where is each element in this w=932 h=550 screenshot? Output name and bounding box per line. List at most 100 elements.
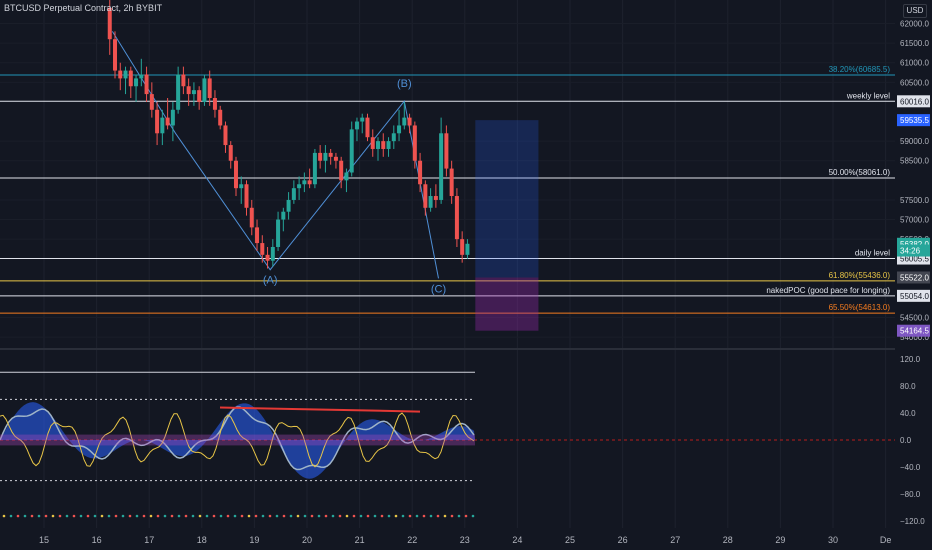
elliott-wave-lines xyxy=(111,31,439,279)
time-tick-label: 26 xyxy=(618,535,628,545)
candle-body xyxy=(312,152,317,185)
time-tick-label: De xyxy=(880,535,892,545)
price-badge-text: 34:26 xyxy=(900,247,921,256)
candle-body xyxy=(365,117,370,138)
candle-body xyxy=(249,207,254,228)
level-label: nakedPOC (good pace for longing) xyxy=(766,286,890,295)
price-badge xyxy=(897,244,930,257)
signal-dot xyxy=(324,514,328,518)
signal-dot xyxy=(338,514,342,518)
signal-dot xyxy=(79,514,83,518)
signal-dot xyxy=(345,514,349,518)
signal-dot xyxy=(170,514,174,518)
divergence-line xyxy=(219,406,421,413)
level-price-badge xyxy=(897,289,930,302)
time-tick-label: 22 xyxy=(407,535,417,545)
signal-dot xyxy=(373,514,377,518)
candle-body xyxy=(360,117,365,122)
price-badge xyxy=(897,271,930,284)
signal-dot xyxy=(317,514,321,518)
signal-dot xyxy=(58,514,62,518)
price-tick-label: 59000.0 xyxy=(900,137,929,146)
signal-dot xyxy=(429,514,433,518)
signal-dot xyxy=(359,514,363,518)
signal-dot xyxy=(114,514,118,518)
level-label: 65.50%(54613.0) xyxy=(829,303,891,312)
signal-dot xyxy=(219,514,223,518)
wave-label: (A) xyxy=(263,275,278,287)
time-tick-label: 23 xyxy=(460,535,470,545)
signal-dot xyxy=(107,514,111,518)
osc-fast-line xyxy=(0,412,475,468)
candle-body xyxy=(244,184,249,208)
signal-dot xyxy=(2,514,6,518)
signal-dot xyxy=(352,514,356,518)
signal-dot xyxy=(450,514,454,518)
time-tick-label: 28 xyxy=(723,535,733,545)
candle-body xyxy=(318,152,323,161)
signal-dot xyxy=(457,514,461,518)
price-axis[interactable]: 62000.0 61500.0 61000.0 60500.0 59000.0 58500… xyxy=(897,20,930,527)
candle-body xyxy=(228,145,233,161)
signal-dot xyxy=(135,514,139,518)
candle-body xyxy=(186,86,191,95)
signal-dot xyxy=(254,514,258,518)
candle-body xyxy=(328,152,333,157)
candle-body xyxy=(339,160,344,181)
candle-body xyxy=(397,125,402,134)
candlestick-series xyxy=(107,0,470,269)
candle-body xyxy=(270,246,275,261)
oscillator-pane[interactable] xyxy=(0,371,895,518)
signal-dot xyxy=(198,514,202,518)
candle-body xyxy=(454,196,459,240)
candle-body xyxy=(255,227,260,244)
signal-dot xyxy=(268,514,272,518)
candle-body xyxy=(333,156,338,161)
candle-body xyxy=(113,39,118,71)
signal-dot xyxy=(247,514,251,518)
candle-body xyxy=(291,188,296,200)
level-label: 50.00%(58061.0) xyxy=(829,168,891,177)
time-axis[interactable]: 15 16 17 18 19 20 21 22 23 24 25 26 27 28 29 30 De xyxy=(39,535,891,545)
candle-body xyxy=(170,109,175,126)
osc-tick-label: −120.0 xyxy=(900,517,925,526)
candle-body xyxy=(281,211,286,220)
signal-dot xyxy=(93,514,97,518)
signal-dot xyxy=(303,514,307,518)
candle-body xyxy=(307,180,312,185)
signal-dot xyxy=(86,514,90,518)
time-tick-label: 17 xyxy=(144,535,154,545)
time-tick-label: 25 xyxy=(565,535,575,545)
stop-zone xyxy=(475,277,539,331)
candle-body xyxy=(439,133,444,200)
candle-body xyxy=(391,133,396,142)
candle-body xyxy=(412,125,417,161)
wave-polyline xyxy=(111,31,439,279)
signal-dot xyxy=(366,514,370,518)
candle-body xyxy=(144,74,149,95)
candle-body xyxy=(212,98,217,110)
candle-body xyxy=(433,196,438,200)
candle-body xyxy=(191,90,196,95)
level-label: daily level xyxy=(855,249,890,258)
candle-body xyxy=(134,78,139,87)
level-price-text: 56005.5 xyxy=(900,255,929,264)
time-tick-label: 20 xyxy=(302,535,312,545)
time-tick-label: 24 xyxy=(512,535,522,545)
signal-dot xyxy=(30,514,34,518)
price-tick-label: 62000.0 xyxy=(900,20,929,29)
candle-body xyxy=(302,180,307,185)
time-tick-label: 21 xyxy=(355,535,365,545)
signal-dot xyxy=(464,514,468,518)
candle-body xyxy=(418,160,423,185)
signal-dot xyxy=(51,514,55,518)
position-box[interactable] xyxy=(475,120,539,331)
currency-selector[interactable]: USD xyxy=(903,4,927,18)
time-tick-label: 27 xyxy=(670,535,680,545)
candle-body xyxy=(286,199,291,212)
signal-dot xyxy=(9,514,13,518)
wave-label: (C) xyxy=(431,283,446,295)
candle-body xyxy=(465,243,470,255)
osc-wave-fill xyxy=(0,402,475,479)
